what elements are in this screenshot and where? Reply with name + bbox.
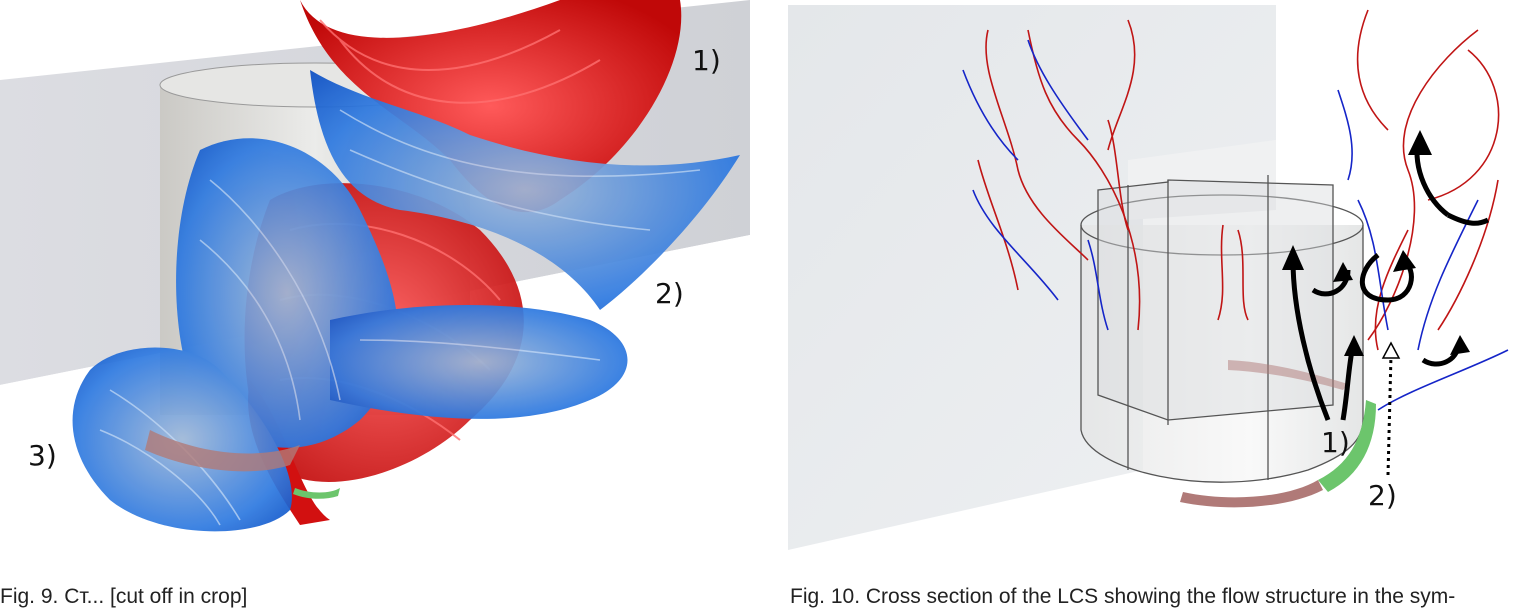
- outflow-patch: [145, 430, 300, 472]
- dotted-arrow-head: [1381, 341, 1401, 359]
- caption-right: Fig. 10. Cross section of the LCS showin…: [790, 585, 1456, 608]
- label-1: 1): [692, 44, 721, 77]
- label-1: 1): [1321, 426, 1350, 459]
- lcs-3d-render: 1) 2) 3): [0, 0, 760, 560]
- lcs-cross-section: 1) 2): [788, 0, 1537, 560]
- inflow-patch: [293, 488, 340, 499]
- label-2: 2): [655, 277, 684, 310]
- arrow-heads: [1282, 130, 1470, 356]
- back-wall: [788, 5, 1276, 550]
- repelling-lcs: [72, 70, 740, 532]
- inflow-patch: [1318, 400, 1376, 492]
- repelling-lines: [962, 39, 1509, 411]
- caption-left: Fig. 9. Ст... [cut off in crop]: [0, 585, 248, 608]
- side-wall: [1128, 140, 1276, 220]
- label-3: 3): [28, 439, 57, 472]
- attracting-lines: [977, 9, 1500, 351]
- outflow-patch: [1180, 480, 1323, 508]
- dotted-arrow: [1386, 354, 1393, 476]
- label-2: 2): [1368, 479, 1397, 512]
